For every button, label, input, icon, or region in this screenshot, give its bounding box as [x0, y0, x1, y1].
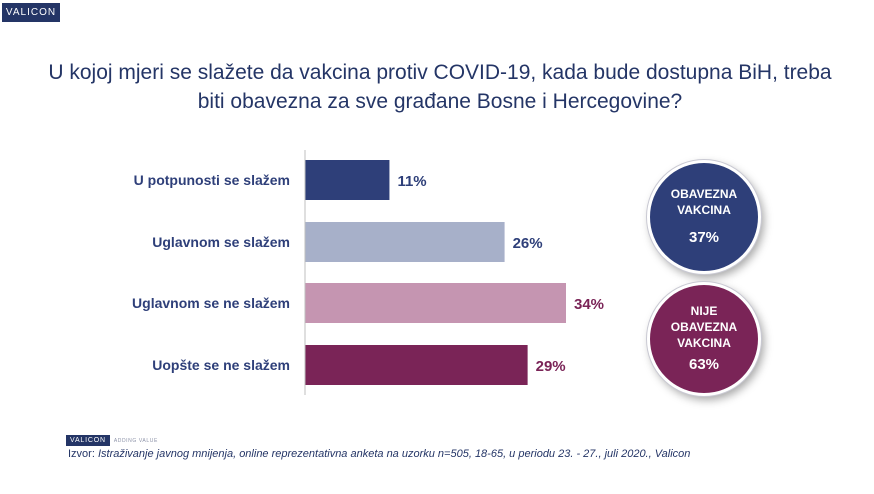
- summary-label-line: VAKCINA: [677, 203, 731, 217]
- summary-label-line: OBAVEZNA: [670, 320, 738, 334]
- source-prefix: Izvor:: [68, 448, 98, 460]
- summary-circle-nije-obavezna: NIJE OBAVEZNA VAKCINA 63%: [647, 282, 761, 396]
- bar-2: [305, 222, 505, 262]
- summary-value: 63%: [688, 356, 720, 373]
- bar-3: [305, 283, 566, 323]
- category-label: Uglavnom se ne slažem: [132, 295, 290, 311]
- summary-label-line: VAKCINA: [677, 336, 731, 350]
- data-label: 34%: [574, 296, 604, 313]
- summary-circle-obavezna: OBAVEZNA VAKCINA 37%: [647, 160, 761, 274]
- valicon-footer-logo: VALICON ADDING VALUE: [66, 435, 158, 446]
- data-label: 29%: [536, 358, 566, 375]
- category-label: U potpunosti se slažem: [134, 172, 290, 188]
- bar-4: [305, 345, 528, 385]
- page-title: U kojoj mjeri se slažete da vakcina prot…: [20, 58, 860, 116]
- data-label: 11%: [397, 173, 426, 190]
- category-label: Uglavnom se slažem: [152, 234, 290, 250]
- summary-label-line: NIJE: [690, 304, 718, 318]
- summary-value: 37%: [688, 229, 720, 246]
- title-line-2: biti obavezna za sve građane Bosne i Her…: [197, 90, 683, 113]
- footer-logo-text: VALICON: [66, 435, 110, 446]
- bar-1: [305, 160, 390, 200]
- data-label: 26%: [513, 235, 543, 252]
- source-note: Izvor: Istraživanje javnog mnijenja, onl…: [68, 448, 690, 460]
- valicon-logo: VALICON: [2, 3, 60, 22]
- title-line-1: U kojoj mjeri se slažete da vakcina prot…: [48, 61, 832, 84]
- source-text: Istraživanje javnog mnijenja, online rep…: [97, 448, 691, 460]
- footer-tagline: ADDING VALUE: [113, 437, 158, 444]
- valicon-logo-text: VALICON: [5, 7, 57, 18]
- category-label: Uopšte se ne slažem: [152, 357, 290, 373]
- summary-label-line: OBAVEZNA: [670, 187, 738, 201]
